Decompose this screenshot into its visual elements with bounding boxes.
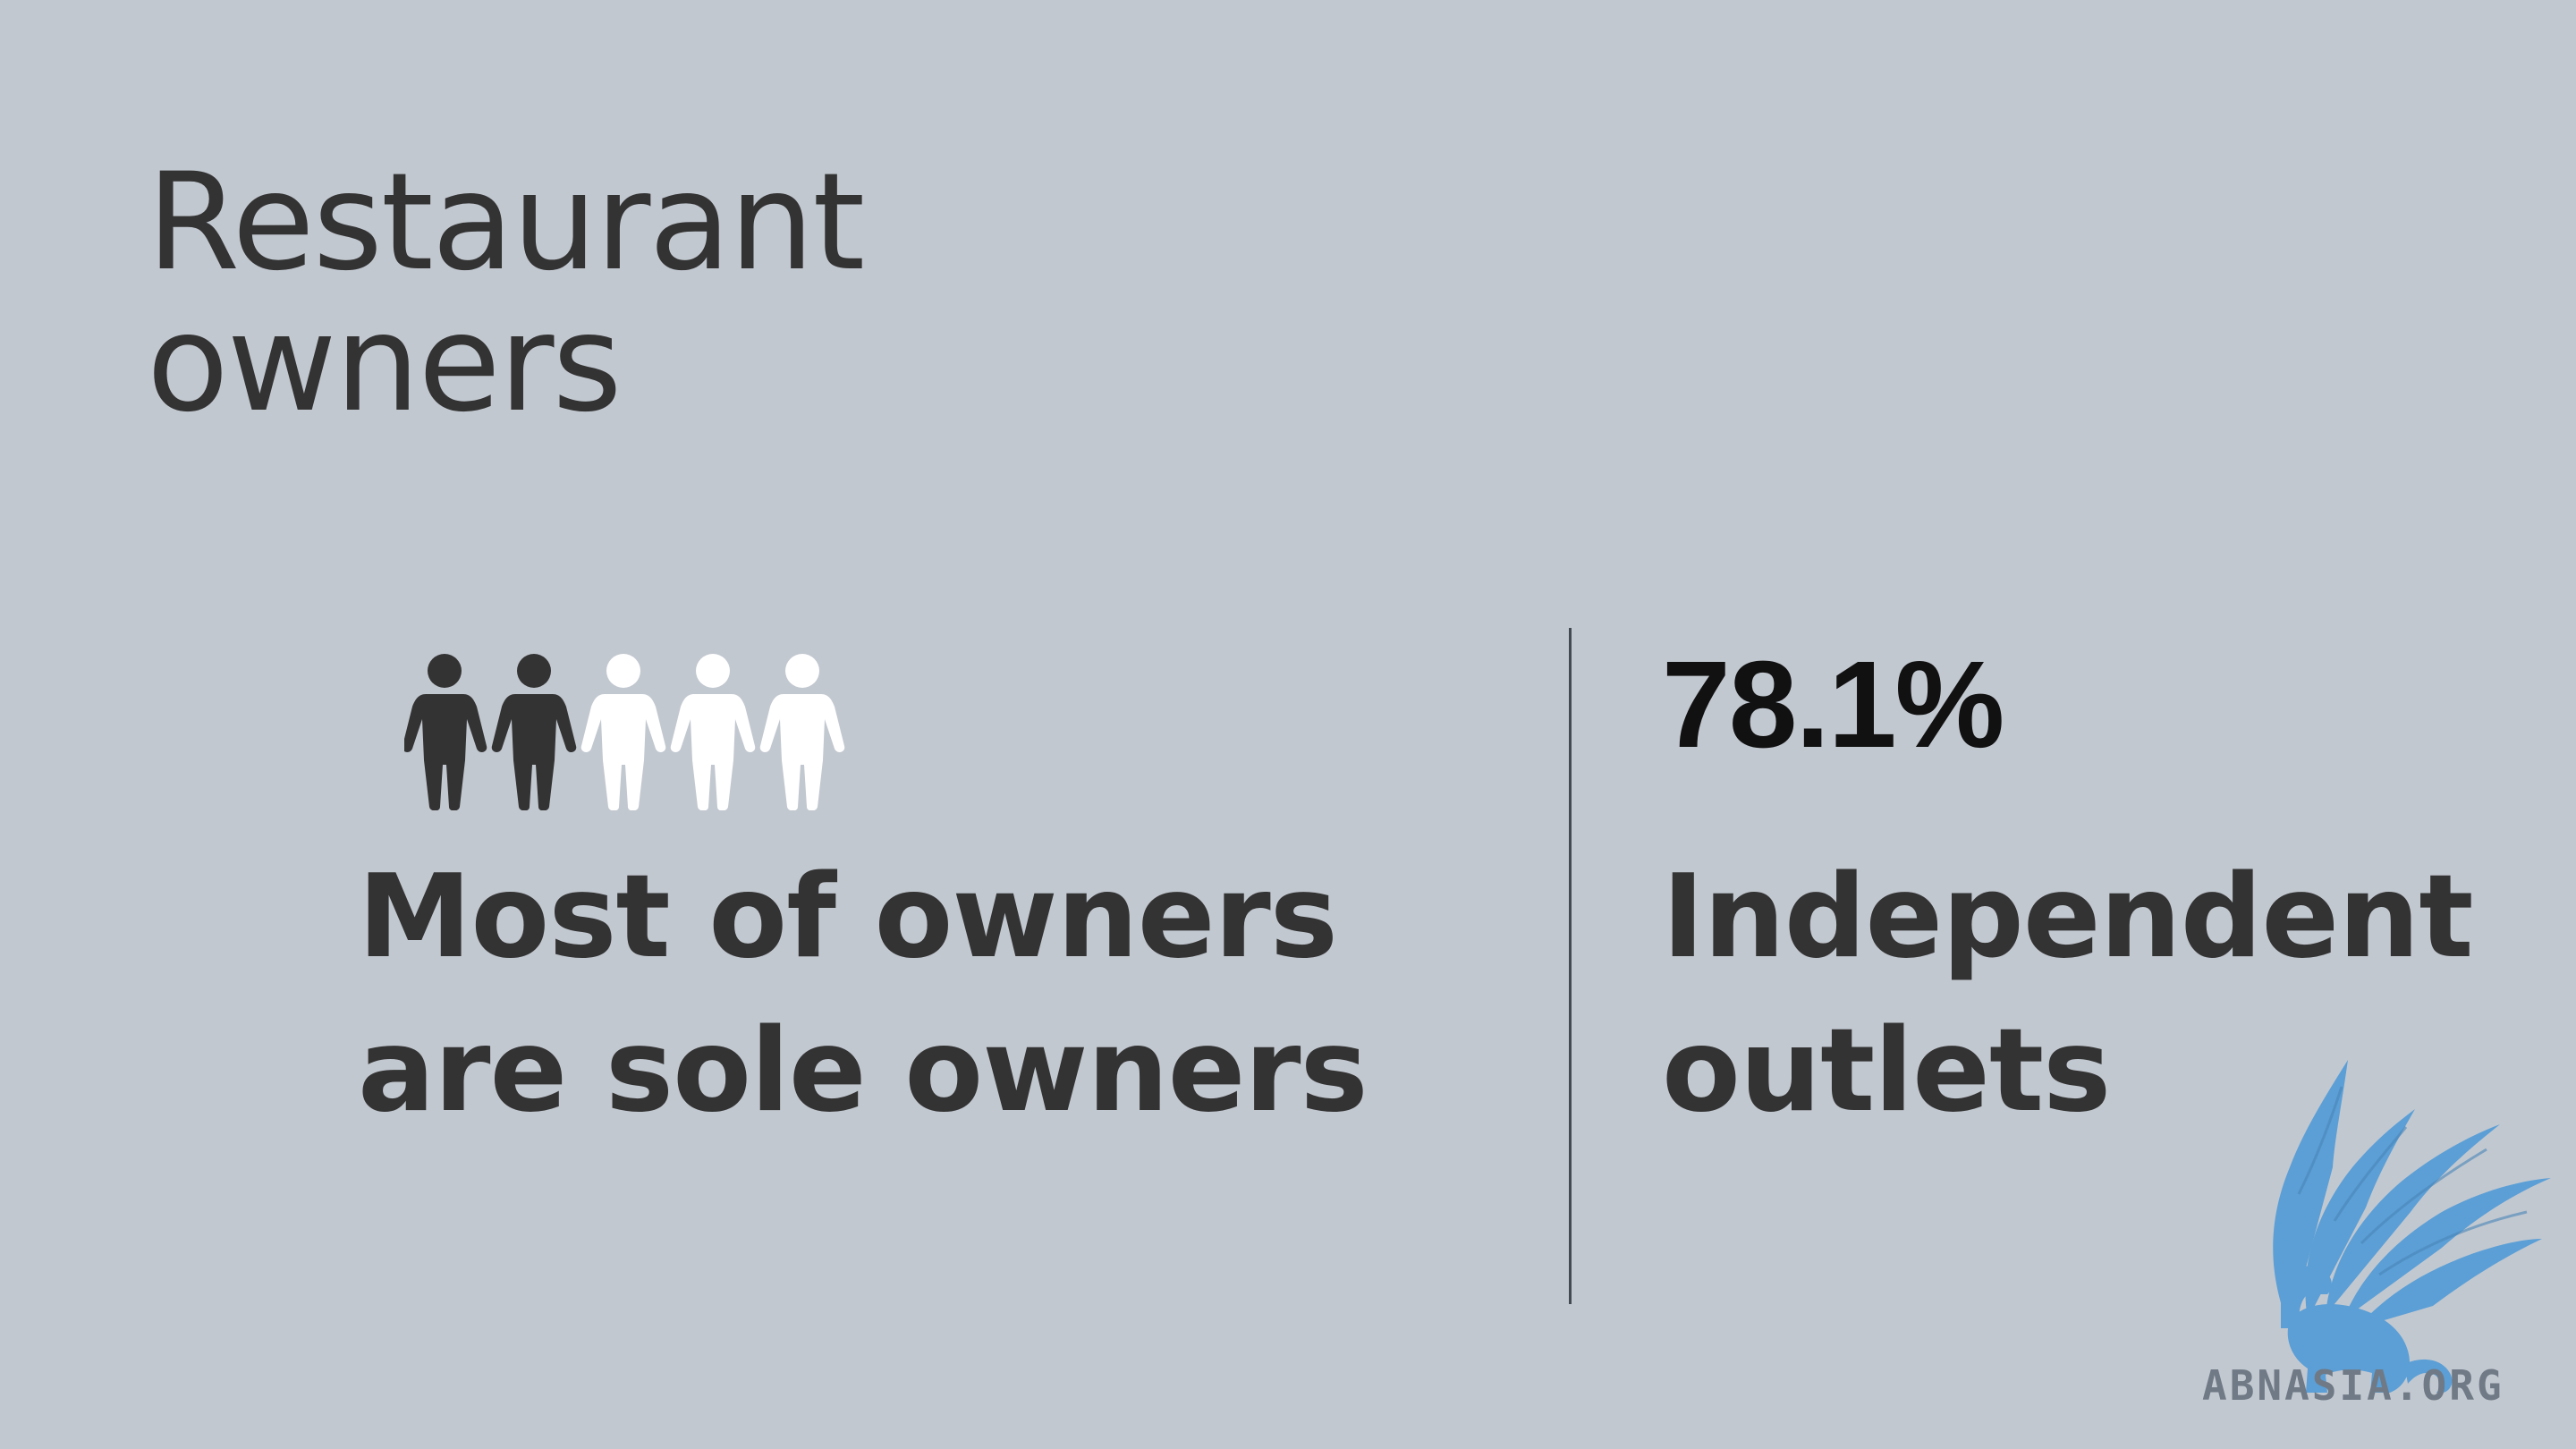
title-line-2: owners <box>147 286 623 442</box>
independent-outlets-line-1: Independent <box>1662 851 2473 984</box>
sole-owners-line-2: are sole owners <box>358 1004 1368 1138</box>
vertical-divider <box>1569 628 1572 1304</box>
logo-wordmark: ABNASIA.ORG <box>2202 1361 2504 1410</box>
person-icon <box>580 654 666 810</box>
person-icon <box>491 654 577 810</box>
page-title: Restaurant owners <box>147 145 865 442</box>
sole-owners-line-1: Most of owners <box>358 851 1338 984</box>
person-icon <box>759 654 845 810</box>
person-icon <box>404 654 487 810</box>
independent-outlets-line-2: outlets <box>1662 1004 2111 1138</box>
people-icon-row <box>404 654 845 810</box>
title-line-1: Restaurant <box>147 145 865 301</box>
independent-outlets-stat: 78.1% <box>1662 636 2004 774</box>
person-icon <box>670 654 756 810</box>
sole-owners-caption: Most of owners are sole owners <box>358 841 1368 1148</box>
independent-outlets-caption: Independent outlets <box>1662 841 2473 1148</box>
griffin-logo-icon <box>2273 1060 2551 1394</box>
